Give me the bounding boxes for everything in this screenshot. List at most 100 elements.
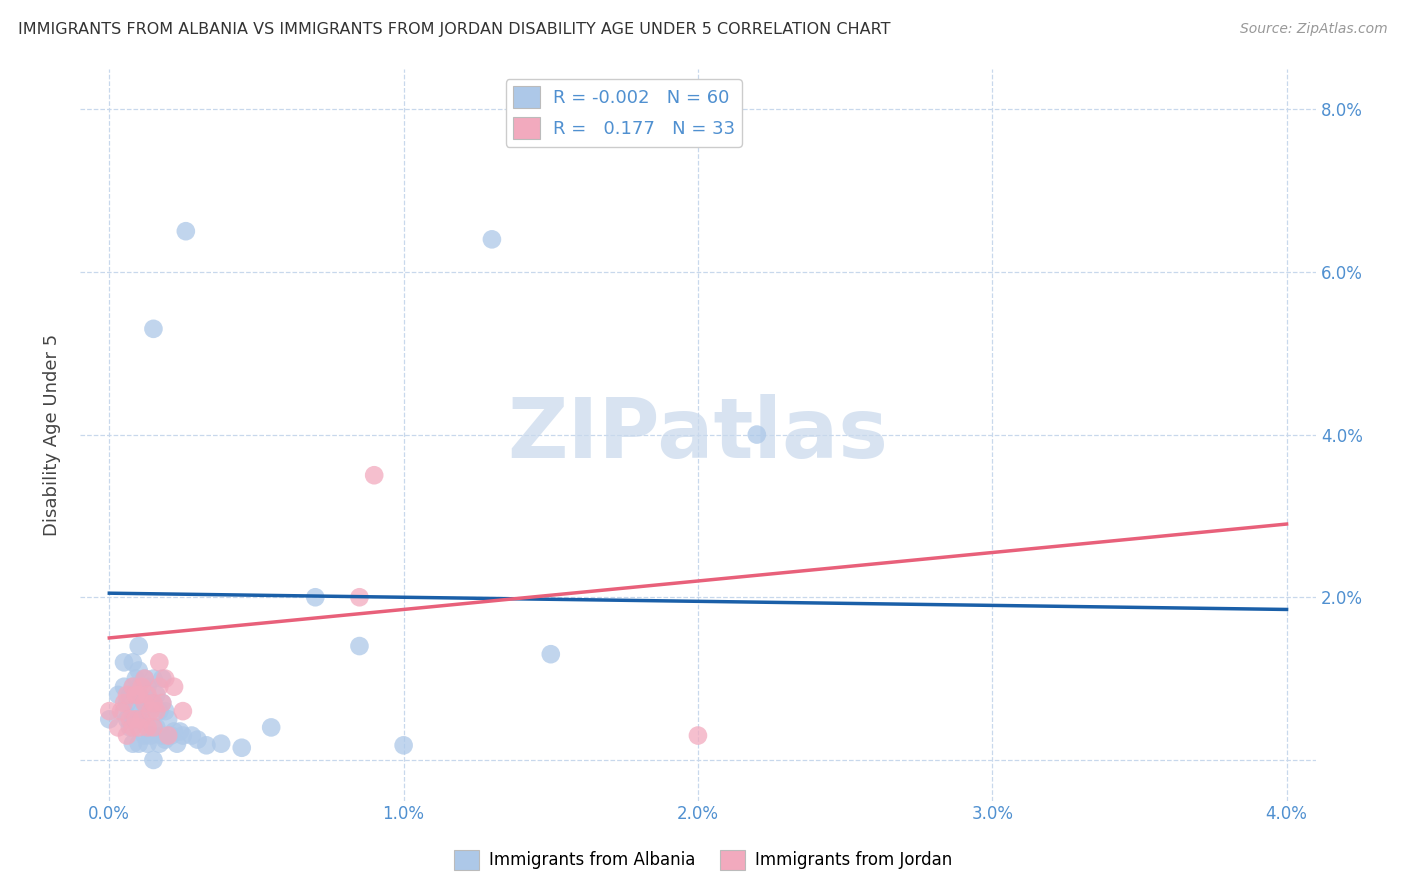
Point [139,704,162,718]
Point [148,704,170,718]
Point [142,753,165,767]
Point [304,591,326,605]
Point [142,720,165,734]
Point [686,729,709,743]
Point [349,591,371,605]
Point [118,712,141,726]
Point [155,704,177,718]
Point [118,720,141,734]
Point [131,680,153,694]
Point [136,720,159,734]
Point [121,680,143,694]
Point [121,737,143,751]
Point [134,672,156,686]
Point [98,704,121,718]
Point [134,696,156,710]
Point [128,664,150,678]
Point [148,737,170,751]
Point [107,720,129,734]
Point [136,704,159,718]
Point [128,688,150,702]
Point [115,688,138,702]
Point [163,680,186,694]
Point [112,656,135,670]
Point [107,688,129,702]
Point [392,739,415,753]
Point [150,729,173,743]
Point [115,729,138,743]
Point [139,696,162,710]
Y-axis label: Disability Age Under 5: Disability Age Under 5 [44,334,60,536]
Point [145,704,167,718]
Point [195,739,218,753]
Point [260,720,283,734]
Point [148,680,170,694]
Text: ZIPatlas: ZIPatlas [508,394,889,475]
Point [142,720,165,734]
Point [209,737,232,751]
Point [150,672,173,686]
Point [150,696,173,710]
Point [125,704,148,718]
Point [121,720,143,734]
Point [121,712,143,726]
Point [148,656,170,670]
Text: IMMIGRANTS FROM ALBANIA VS IMMIGRANTS FROM JORDAN DISABILITY AGE UNDER 5 CORRELA: IMMIGRANTS FROM ALBANIA VS IMMIGRANTS FR… [18,22,891,37]
Point [155,732,177,747]
Point [163,724,186,739]
Legend: Immigrants from Albania, Immigrants from Jordan: Immigrants from Albania, Immigrants from… [447,843,959,877]
Point [142,322,165,336]
Point [136,688,159,702]
Point [145,720,167,734]
Text: Source: ZipAtlas.com: Source: ZipAtlas.com [1240,22,1388,37]
Point [157,712,180,726]
Point [134,672,156,686]
Point [131,712,153,726]
Point [142,696,165,710]
Point [172,729,194,743]
Point [363,468,385,483]
Point [136,737,159,751]
Point [155,672,177,686]
Point [128,639,150,653]
Point [110,704,132,718]
Point [745,427,768,442]
Point [481,232,503,246]
Point [128,688,150,702]
Point [128,737,150,751]
Point [134,696,156,710]
Point [540,647,562,661]
Point [172,704,194,718]
Point [174,224,197,238]
Point [231,740,253,755]
Point [145,688,167,702]
Point [180,729,202,743]
Point [187,732,209,747]
Point [98,712,121,726]
Point [134,729,156,743]
Point [112,696,135,710]
Point [112,704,135,718]
Point [150,696,173,710]
Point [136,680,159,694]
Point [125,688,148,702]
Point [125,712,148,726]
Point [128,720,150,734]
Point [169,724,191,739]
Point [142,672,165,686]
Point [112,680,135,694]
Point [349,639,371,653]
Point [125,672,148,686]
Point [118,688,141,702]
Point [121,656,143,670]
Point [131,704,153,718]
Point [142,696,165,710]
Point [139,729,162,743]
Point [128,680,150,694]
Point [121,680,143,694]
Point [115,712,138,726]
Legend: R = -0.002   N = 60, R =   0.177   N = 33: R = -0.002 N = 60, R = 0.177 N = 33 [506,79,742,146]
Point [115,696,138,710]
Point [128,712,150,726]
Point [157,729,180,743]
